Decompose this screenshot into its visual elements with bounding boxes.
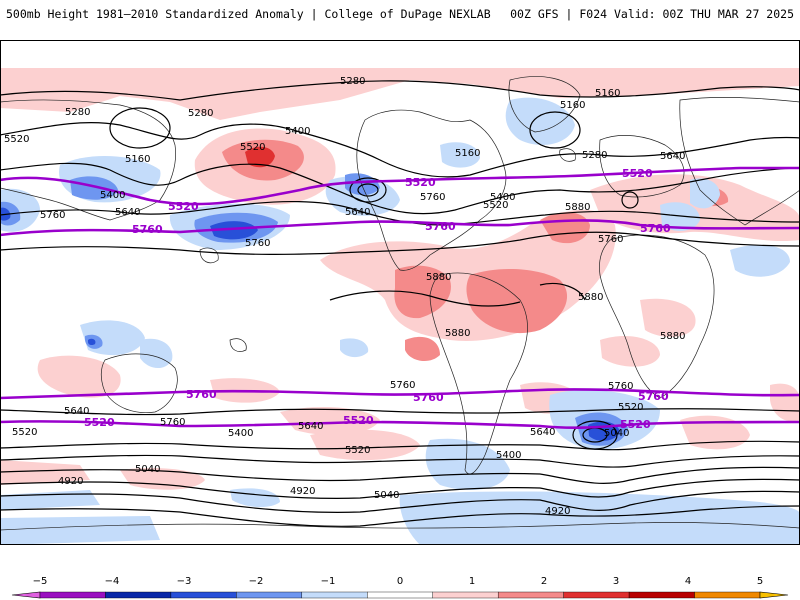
contour-label: 4920 [545,506,570,517]
colorbar-segment [301,591,368,599]
contour-label-5520: 5520 [622,167,653,180]
contour-label: 5400 [100,190,125,201]
contour-label: 5400 [496,450,521,461]
colorbar-extension-high [759,591,789,599]
contour-label: 5640 [64,406,89,417]
anomaly-map: 5280 5280 5280 5280 5160 5160 5160 5160 … [0,40,800,545]
contour-label: 5400 [228,428,253,439]
positive-anomaly-strong [245,146,275,168]
negative-anomaly-light [0,97,800,545]
contour-label: 5520 [12,427,37,438]
contour-label: 5040 [135,464,160,475]
colorbar-tick-label: 0 [397,576,403,587]
colorbar-tick-label: −2 [249,576,264,587]
contour-label: 5400 [285,126,310,137]
contour-label-5520: 5520 [405,176,436,189]
colorbar-tick-label: 3 [613,576,619,587]
colorbar-tick-label: 2 [541,576,547,587]
colorbar-segment [497,591,564,599]
colorbar-segment [39,591,106,599]
valid-time-label: 00Z GFS | F024 Valid: 00Z THU MAR 27 202… [510,7,794,21]
map-title: 500mb Height 1981–2010 Standardized Anom… [6,7,491,21]
contour-label: 5040 [374,490,399,501]
highlight-contour-labels: 5520 5520 5520 5520 5520 5520 5760 5760 … [84,167,671,431]
colorbar-segment [432,591,499,599]
contour-label-5760: 5760 [640,222,671,235]
contour-label: 5520 [618,402,643,413]
map-header: 500mb Height 1981–2010 Standardized Anom… [0,0,800,40]
contour-label: 5520 [345,445,370,456]
colorbar-segment [105,591,172,599]
contour-label: 4920 [58,476,83,487]
contour-label: 5520 [483,200,508,211]
contour-label: 5880 [426,272,451,283]
contour-label: 5760 [160,417,185,428]
colorbar-ticks: −5 −4 −3 −2 −1 0 1 2 3 4 5 [33,576,764,587]
colorbar-tick-label: −4 [105,576,120,587]
height-contours [0,80,800,527]
colorbar-segment [563,591,630,599]
contour-5760-north [0,219,800,237]
contour-5520-south [0,420,800,429]
contour-label-5760: 5760 [638,390,669,403]
contour-label-5520: 5520 [343,414,374,427]
contour-label-5760: 5760 [132,223,163,236]
coastlines [0,76,800,545]
contour-label-5760: 5760 [425,220,456,233]
contour-label: 5640 [115,207,140,218]
colorbar-segment [694,591,761,599]
colorbar-extension-low [11,591,41,599]
contour-label-5520: 5520 [620,418,651,431]
contour-label: 5520 [240,142,265,153]
contour-label-5760: 5760 [186,388,217,401]
colorbar-segment [367,591,433,599]
contour-label-5520: 5520 [168,200,199,213]
contour-label: 5160 [595,88,620,99]
contour-label: 5040 [604,428,629,439]
contour-label: 5160 [455,148,480,159]
contour-label: 5880 [578,292,603,303]
contour-label: 5640 [345,207,370,218]
colorbar-tick-label: −5 [33,576,48,587]
contour-label: 4920 [290,486,315,497]
colorbar-tick-label: 4 [685,576,691,587]
contour-label-5520: 5520 [84,416,115,429]
colorbar-segments [11,591,789,599]
contour-label: 5160 [560,100,585,111]
contour-label: 5760 [40,210,65,221]
contour-label: 5760 [420,192,445,203]
highlight-contours [0,166,800,429]
contour-label: 5880 [660,331,685,342]
contour-label: 5640 [530,427,555,438]
contour-5760-south [0,388,800,400]
contour-5520-north [0,166,800,206]
contour-label: 5400 [490,192,515,203]
contour-label: 5280 [582,150,607,161]
contour-label: 5280 [340,76,365,87]
contour-label: 5760 [608,381,633,392]
contour-label: 5280 [65,107,90,118]
contour-label: 5880 [565,202,590,213]
contour-label: 5280 [188,108,213,119]
contour-label: 5880 [445,328,470,339]
contour-label: 5760 [390,380,415,391]
colorbar-segment [236,591,303,599]
colorbar-tick-label: −1 [321,576,336,587]
contour-label: 5640 [298,421,323,432]
contour-labels: 5280 5280 5280 5280 5160 5160 5160 5160 … [4,76,685,517]
contour-label: 5760 [245,238,270,249]
contour-label: 5640 [660,151,685,162]
colorbar-segment [170,591,237,599]
contour-label-5760: 5760 [413,391,444,404]
colorbar-tick-label: 1 [469,576,475,587]
colorbar-segment [628,591,695,599]
colorbar-tick-label: 5 [757,576,763,587]
contour-label: 5520 [4,134,29,145]
colorbar-tick-label: −3 [177,576,192,587]
colorbar: −5 −4 −3 −2 −1 0 1 2 3 4 5 [11,576,789,599]
contour-label: 5760 [598,234,623,245]
contour-label: 5160 [125,154,150,165]
